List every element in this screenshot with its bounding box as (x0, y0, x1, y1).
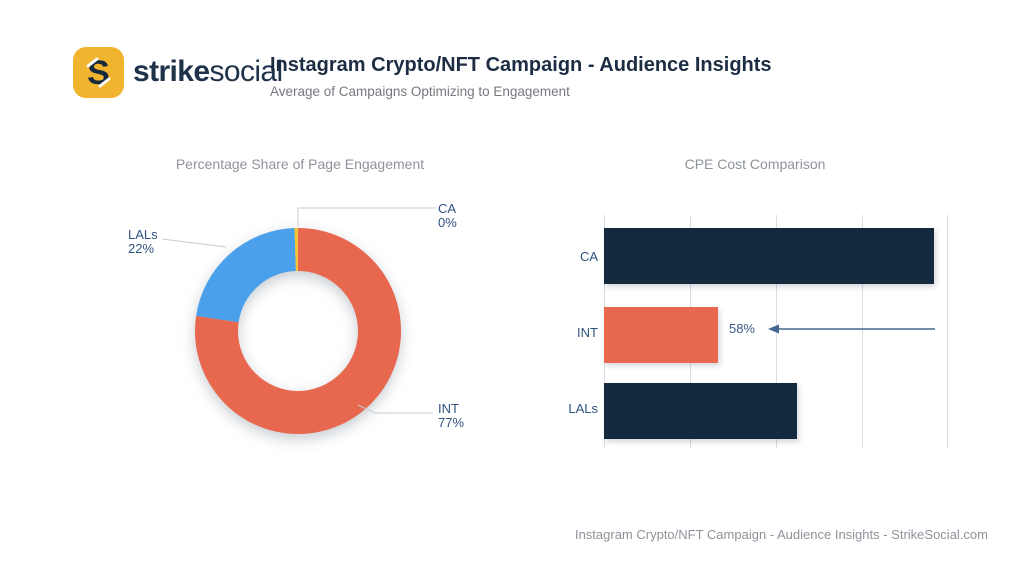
cpe-bar-chart: CPE Cost Comparison CA INT LALs 58% (565, 145, 965, 475)
donut-slices (195, 228, 401, 434)
gridline (947, 215, 948, 448)
page-subtitle: Average of Campaigns Optimizing to Engag… (270, 84, 570, 99)
slice-label-lals-name: LALs (128, 227, 158, 242)
slice-label-lals: LALs 22% (128, 228, 158, 256)
slice-label-int: INT 77% (438, 402, 464, 430)
bar-int (604, 307, 718, 363)
brand-wordmark: strikesocial (133, 53, 283, 91)
donut-chart-svg (161, 207, 436, 434)
leader-line-lals (161, 238, 227, 248)
strikesocial-logo-icon: S (73, 47, 124, 98)
donut-chart-title: Percentage Share of Page Engagement (175, 156, 425, 172)
bar-chart-title: CPE Cost Comparison (684, 156, 826, 172)
brand-name-bold: strike (133, 55, 210, 88)
slice-label-lals-value: 22% (128, 241, 155, 256)
leader-line-ca (297, 207, 436, 226)
bar-annotation-58pct: 58% (728, 321, 755, 336)
bar-chart-plot-area: 58% (604, 215, 948, 448)
bar-category-label-lals: LALs (568, 401, 598, 416)
brand-name-light: social (209, 55, 283, 88)
gridline (862, 215, 863, 448)
leader-line-int (357, 404, 433, 414)
engagement-donut-chart: Percentage Share of Page Engagement CA 0… (110, 145, 490, 475)
slice-label-ca: CA 0% (438, 202, 457, 230)
bar-lals (604, 383, 797, 439)
slice-label-int-value: 77% (438, 415, 465, 430)
slice-label-ca-value: 0% (438, 215, 457, 230)
footer-source-text: Instagram Crypto/NFT Campaign - Audience… (574, 527, 988, 542)
donut-slice-ca (195, 228, 401, 434)
slice-label-int-name: INT (438, 401, 459, 416)
bar-ca (604, 228, 935, 284)
bar-category-label-int: INT (577, 325, 598, 340)
page-title: Instagram Crypto/NFT Campaign - Audience… (270, 54, 772, 76)
slice-label-ca-name: CA (438, 201, 457, 216)
svg-text:S: S (87, 54, 110, 92)
bar-category-label-ca: CA (579, 249, 598, 264)
